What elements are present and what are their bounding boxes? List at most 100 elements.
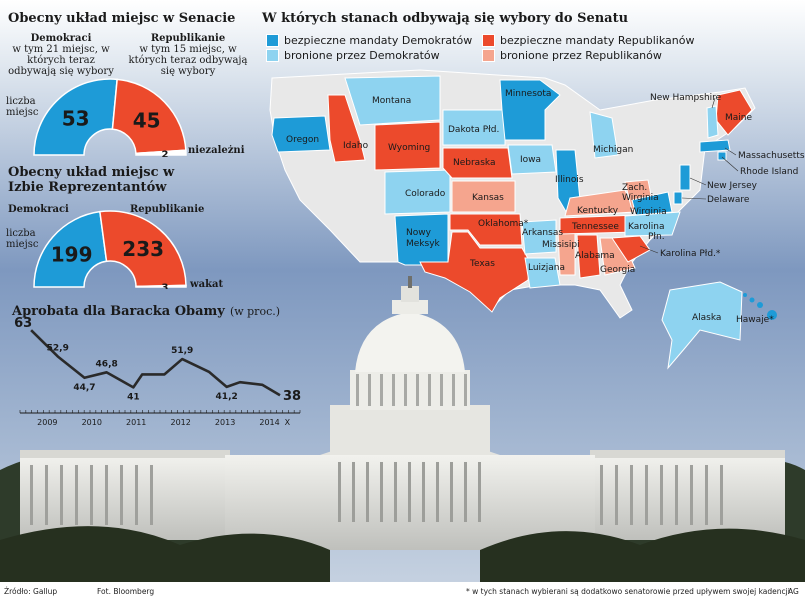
label-colorado: Colorado	[405, 189, 446, 199]
house-segment-1	[99, 210, 187, 288]
legend-lean-rep: bronione przez Republikanów	[482, 49, 662, 62]
approval-data-label-7: 38	[283, 389, 301, 404]
label-south-dakota: Dakota Płd.	[448, 125, 499, 135]
label-mississippi: Missisipi	[542, 240, 580, 250]
footer-source: Źródło: Gallup	[4, 587, 58, 596]
state-new-jersey	[679, 164, 691, 191]
state-michigan	[589, 111, 619, 159]
state-oklahoma	[449, 213, 523, 246]
state-massachusetts	[699, 139, 731, 153]
approval-x-tick-label-3: 2012	[170, 418, 190, 427]
state-new-hampshire	[706, 105, 719, 139]
legend-swatch-lean-dem	[266, 49, 279, 62]
approval-unit: (w proc.)	[229, 305, 281, 318]
state-hawaii	[743, 293, 777, 320]
label-arkansas: Arkansas	[522, 228, 563, 238]
house-value-label-1: 233	[122, 237, 164, 261]
house-semicircle-chart: 199 233 3	[33, 210, 187, 289]
house-rep-label: Republikanie	[130, 204, 205, 215]
house-segment-2	[135, 284, 187, 288]
senate-value-label-2: 2	[161, 149, 168, 157]
label-delaware: Delaware	[707, 195, 750, 205]
state-nebraska	[442, 147, 513, 179]
map-title: W których stanach odbywają się wybory do…	[262, 11, 629, 26]
label-alabama: Alabama	[575, 251, 615, 261]
approval-x-tick-label-1: 2010	[82, 418, 102, 427]
state-minnesota	[499, 79, 561, 141]
legend-label-safe-rep: bezpieczne mandaty Republikanów	[500, 34, 695, 47]
senate-value-label-1: 45	[133, 109, 161, 133]
label-north-carolina-1: Karolina	[628, 222, 665, 232]
senate-dem-note: w tym 21 miejsc, w których teraz odbywaj…	[8, 44, 114, 77]
senate-segment-2	[135, 149, 187, 156]
label-kansas: Kansas	[472, 193, 504, 203]
state-louisiana	[524, 257, 561, 289]
legend-label-safe-dem: bezpieczne mandaty Demokratów	[284, 34, 473, 47]
state-colorado	[384, 169, 451, 215]
label-georgia: Georgia	[600, 265, 635, 275]
senate-rep-note: w tym 15 miejsc, w których teraz odbywaj…	[128, 44, 248, 77]
label-michigan: Michigan	[593, 145, 633, 155]
state-montana	[344, 75, 441, 126]
house-vacancy-label: wakat	[190, 279, 224, 290]
senate-independents-label: niezależni	[188, 145, 245, 156]
state-rhode-island	[717, 151, 727, 161]
footer-photo: Fot. Bloomberg	[97, 587, 155, 596]
legend-swatch-safe-dem	[266, 34, 279, 47]
legend-label-lean-dem: bronione przez Demokratów	[284, 49, 440, 62]
house-seats-label: liczba miejsc	[6, 228, 39, 250]
label-massachusetts: Massachusetts	[738, 151, 805, 161]
house-dem-label: Demokraci	[8, 204, 69, 215]
senate-rep-block: Republikanie w tym 15 miejsc, w których …	[128, 33, 248, 77]
approval-series-line	[30, 329, 281, 397]
senate-title: Obecny układ miejsc w Senacie	[8, 11, 236, 26]
senate-value-label-0: 53	[62, 106, 90, 130]
house-segment-0	[33, 210, 108, 288]
state-wyoming	[374, 121, 441, 171]
label-south-carolina: Karolina Płd.*	[660, 249, 721, 259]
senate-segment-1	[111, 78, 187, 155]
legend-swatch-lean-rep	[482, 49, 495, 62]
state-alabama	[576, 234, 601, 279]
state-arkansas	[521, 219, 557, 255]
label-hawaii: Hawaje*	[736, 315, 774, 325]
state-kansas	[451, 180, 516, 213]
senate-segment-0	[33, 78, 118, 156]
label-west-virginia-1: Zach.	[622, 183, 647, 193]
senate-dem-label: Demokraci	[30, 33, 92, 44]
approval-data-label-1: 52,9	[47, 343, 69, 353]
footer-footnote: * w tych stanach wybierani są dodatkowo …	[466, 587, 790, 596]
senate-semicircle-chart: 53 45 2	[33, 78, 187, 157]
state-oregon	[271, 115, 331, 153]
label-montana: Montana	[372, 96, 411, 106]
label-west-virginia-2: Wirginia	[622, 193, 659, 203]
approval-title: Aprobata dla Baracka Obamy	[12, 304, 225, 319]
legend-lean-dem: bronione przez Demokratów	[266, 49, 440, 62]
label-wyoming: Wyoming	[388, 143, 430, 153]
approval-data-label-0: 63	[14, 316, 32, 331]
label-new-hampshire: New Hampshire	[650, 93, 722, 103]
label-tennessee: Tennessee	[571, 222, 619, 232]
state-alaska	[661, 281, 743, 370]
legend-swatch-safe-rep	[482, 34, 495, 47]
label-alaska: Alaska	[692, 313, 721, 323]
legend-safe-rep: bezpieczne mandaty Republikanów	[482, 34, 694, 47]
approval-data-label-5: 51,9	[171, 346, 193, 356]
label-new-mexico-1: Nowy	[406, 228, 432, 238]
state-delaware	[673, 191, 683, 205]
legend-safe-dem: bezpieczne mandaty Demokratów	[266, 34, 472, 47]
state-iowa	[507, 144, 557, 175]
legend-label-lean-rep: bronione przez Republikanów	[500, 49, 662, 62]
state-south-dakota	[442, 109, 506, 146]
label-illinois: Illinois	[555, 175, 584, 185]
house-title: Obecny układ miejsc w Izbie Reprezentant…	[8, 165, 175, 195]
house-value-label-2: 3	[162, 282, 169, 289]
state-north-carolina	[624, 211, 681, 237]
approval-x-tick-label-6: X	[285, 418, 291, 427]
label-new-jersey: New Jersey	[707, 181, 758, 191]
senate-seats-label: liczba miejsc	[6, 96, 39, 118]
label-maine: Maine	[725, 113, 752, 123]
senate-dem-block: Demokraci w tym 21 miejsc, w których ter…	[6, 33, 116, 77]
approval-x-tick-label-2: 2011	[126, 418, 146, 427]
